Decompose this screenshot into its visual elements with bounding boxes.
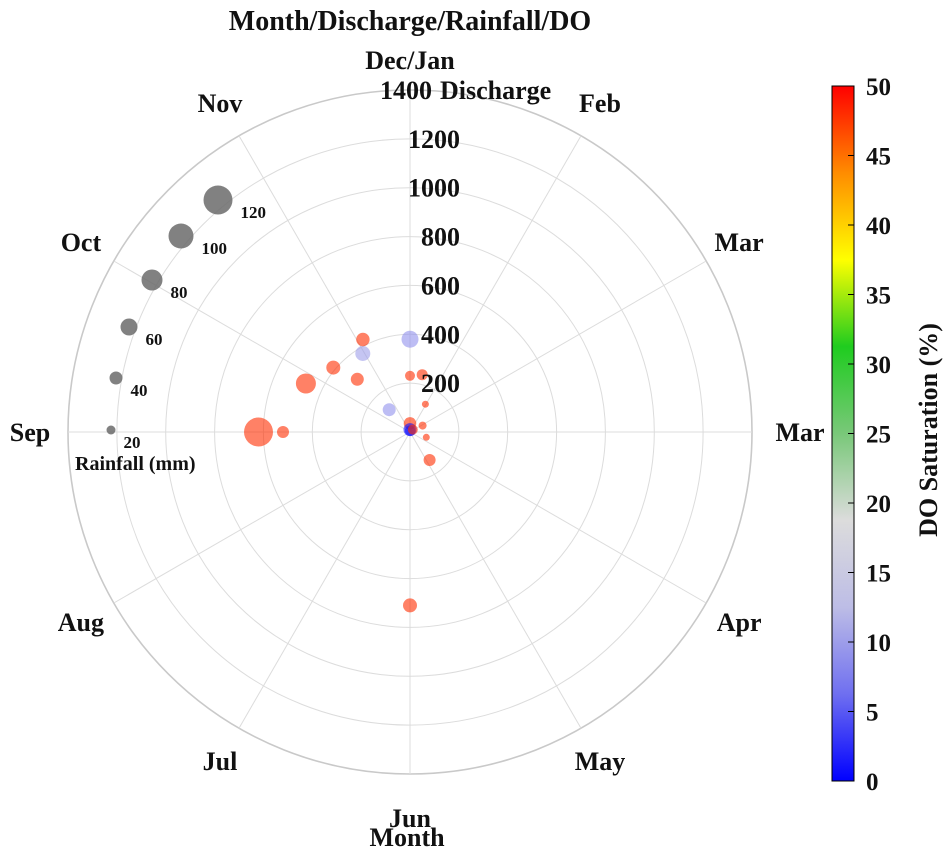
grid-spoke [409,260,707,433]
month-label: Feb [579,89,621,118]
data-point [421,400,429,408]
grid-spoke [409,431,582,729]
month-label: May [575,747,626,776]
data-point [382,403,396,417]
data-point [423,454,436,466]
rainfall-legend-marker [203,185,233,215]
month-label: Aug [58,608,104,637]
colorbar-tick-label: 15 [866,561,891,588]
data-point [422,433,430,441]
angular-axis-label: Month [369,823,445,852]
month-label: Mar [715,228,764,257]
grid-spoke [409,135,582,433]
colorbar-tick-label: 5 [866,700,879,727]
radial-tick-label: 1400 [380,76,432,105]
month-label: Oct [61,228,102,257]
data-point [416,369,428,381]
grid-spoke [238,431,411,729]
rainfall-legend-marker [168,223,194,249]
colorbar-tick-label: 40 [866,213,891,240]
radial-tick-label: 800 [421,223,460,252]
data-point [403,598,417,613]
data-point [355,346,371,361]
rainfall-legend-marker [106,425,116,435]
data-point [405,370,415,381]
data-point [407,424,418,435]
data-point [418,421,427,430]
data-point [295,373,316,394]
rainfall-legend-value: 60 [146,330,163,349]
colorbar-tick-label: 20 [866,491,891,518]
colorbar-label: DO Saturation (%) [914,323,943,537]
radial-axis-label: Discharge [440,76,551,105]
month-label: Apr [717,608,762,637]
rainfall-legend-title: Rainfall (mm) [75,453,196,475]
radial-tick-label: 1200 [408,125,460,154]
data-point [356,332,370,347]
data-point [244,417,273,447]
month-labels: Dec/Jan Feb Mar Mar Apr May Jun Jul Aug Sep Oct Nov [10,46,825,833]
grid-spoke [409,431,707,604]
colorbar-tick-label: 50 [866,74,891,101]
radial-tick-label: 1000 [408,174,460,203]
radial-tick-label: 400 [421,320,460,349]
colorbar-tick-label: 10 [866,630,891,657]
rainfall-legend-marker [120,318,138,336]
rainfall-legend-value: 120 [241,203,267,222]
grid-spoke [238,135,411,433]
month-label: Jul [203,747,238,776]
data-point [350,372,364,386]
radial-tick-labels: 200 400 600 800 1000 1200 1400 Discharge [380,76,551,398]
colorbar-tick-label: 45 [866,144,891,171]
radial-tick-label: 600 [421,271,460,300]
rainfall-size-legend: 20 40 60 80 100 120 [106,185,267,452]
month-label: Mar [775,418,824,447]
data-point [277,426,289,438]
chart-title: Month/Discharge/Rainfall/DO [229,6,591,37]
data-point [326,360,341,375]
month-label: Dec/Jan [365,46,455,75]
colorbar-tick-label: 0 [866,769,879,796]
colorbar-tick-label: 30 [866,352,891,379]
rainfall-legend-value: 40 [131,381,148,400]
rainfall-legend-value: 20 [124,433,141,452]
rainfall-legend-value: 100 [202,239,228,258]
month-label: Nov [198,89,243,118]
polar-grid [67,89,753,775]
data-point [401,330,419,348]
colorbar-tick-label: 35 [866,283,891,310]
grid-spoke [113,431,411,604]
month-label: Jun [389,804,431,833]
radial-tick-label: 200 [421,369,460,398]
rainfall-legend-marker [109,371,123,385]
rainfall-legend-marker [141,269,163,291]
data-points [244,330,436,613]
grid-spoke [113,260,411,433]
month-label: Sep [10,418,50,447]
colorbar-ticks: 0 5 10 15 20 25 30 35 40 45 50 [848,74,891,796]
rainfall-legend-value: 80 [171,283,188,302]
colorbar-tick-label: 25 [866,422,891,449]
